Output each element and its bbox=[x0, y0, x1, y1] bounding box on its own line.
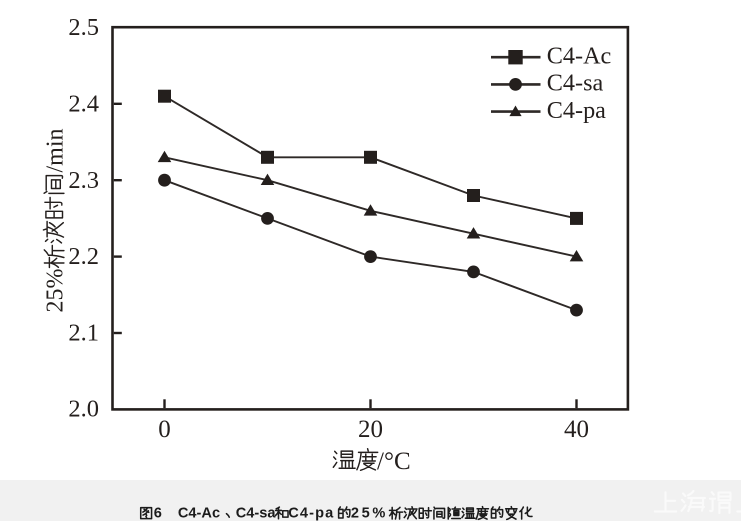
svg-text:2.4: 2.4 bbox=[68, 90, 99, 117]
svg-text:/°C: /°C bbox=[377, 448, 411, 475]
svg-text:C4-Ac: C4-Ac bbox=[178, 505, 220, 521]
svg-text:C4-sa: C4-sa bbox=[547, 70, 604, 97]
svg-text:2.5: 2.5 bbox=[68, 14, 99, 41]
svg-text:C4-sa: C4-sa bbox=[236, 505, 277, 521]
svg-text:2.0: 2.0 bbox=[68, 396, 99, 423]
svg-text:6: 6 bbox=[154, 505, 162, 521]
svg-text:0: 0 bbox=[158, 416, 171, 443]
svg-text:20: 20 bbox=[358, 416, 383, 443]
svg-text:C4-pa: C4-pa bbox=[288, 505, 334, 521]
svg-text:C4-Ac: C4-Ac bbox=[547, 43, 611, 70]
svg-text:2.2: 2.2 bbox=[68, 243, 99, 270]
svg-text:/min: /min bbox=[43, 128, 69, 172]
svg-text:25%: 25% bbox=[351, 505, 388, 521]
svg-text:25%: 25% bbox=[43, 269, 69, 313]
svg-text:2.3: 2.3 bbox=[68, 167, 99, 194]
svg-text:40: 40 bbox=[564, 416, 589, 443]
svg-text:2.1: 2.1 bbox=[68, 320, 99, 347]
svg-text:C4-pa: C4-pa bbox=[547, 97, 606, 124]
